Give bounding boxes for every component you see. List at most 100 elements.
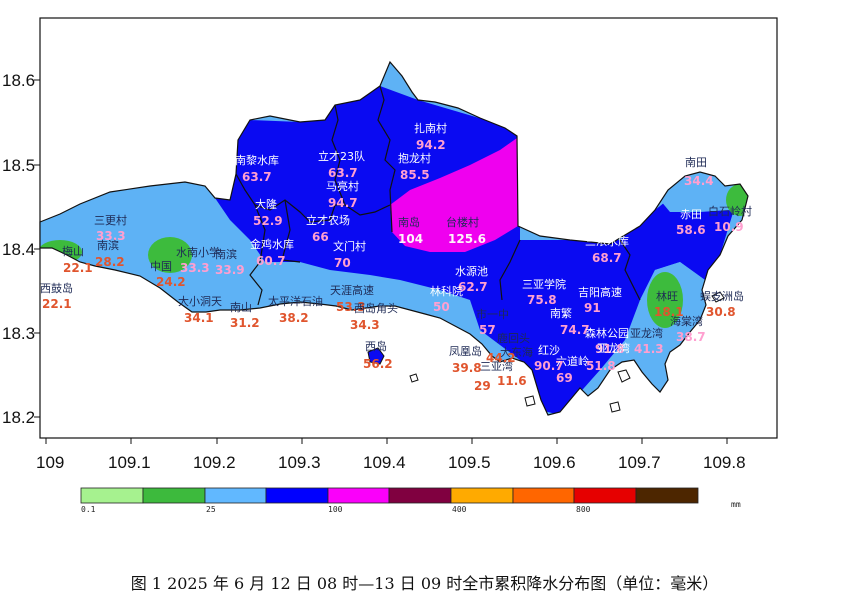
islet-3 (609, 401, 621, 413)
islet-4 (617, 369, 631, 383)
station-value: 85.5 (400, 168, 430, 182)
station-name: 西鼓岛 (40, 281, 73, 295)
station-name: 南滨 (215, 247, 237, 261)
station-name: 吉阳高速 (578, 285, 622, 299)
station-value: 38.7 (676, 330, 706, 344)
y-tick-label: 18.2 (2, 408, 35, 427)
station-value: 68.7 (592, 251, 622, 265)
station-name: 大小洞天 (178, 294, 222, 308)
colorbar-bin-2 (142, 487, 206, 504)
x-tick-label: 109.5 (448, 453, 491, 472)
station-name: 中国 (150, 260, 172, 273)
x-tick-label: 109 (36, 453, 64, 472)
station-name: 金鸡水库 (250, 237, 294, 251)
colorbar: 0.1 25 100 400 800 mm (80, 487, 741, 514)
station-value: 94.7 (328, 196, 358, 210)
station-value: 63.7 (328, 166, 358, 180)
station-name: 六道岭 (556, 354, 589, 368)
station-name: 西岛 (365, 339, 387, 353)
station-value: 51.8 (586, 359, 616, 373)
wuzhizhou-island (711, 291, 725, 303)
rainfall-map: 18.6 18.5 18.4 18.3 18.2 109 109.1 109.2… (2, 17, 778, 514)
station-name: 水源池 (455, 264, 488, 278)
station-name: 鹿回头 (497, 331, 530, 345)
islands (367, 291, 725, 413)
station-value: 44.2 (486, 351, 516, 365)
station-name: 南岛 (398, 215, 420, 229)
x-axis: 109 109.1 109.2 109.3 109.4 109.5 109.6 … (36, 438, 746, 472)
station-value: 39.8 (452, 361, 482, 375)
station-name: 文门村 (333, 239, 366, 253)
station-value: 18.1 (654, 305, 684, 319)
station-value: 63.7 (242, 170, 272, 184)
station-value: 53.3 (336, 300, 366, 314)
station-value: 30.8 (706, 305, 736, 319)
station-value: 28.2 (95, 255, 125, 269)
colorbar-bin-7 (450, 487, 514, 504)
x-tick-label: 109.7 (618, 453, 661, 472)
x-tick-label: 109.1 (108, 453, 151, 472)
station-name: 三亚湾 (480, 359, 513, 373)
station-name: 红沙 (538, 344, 560, 357)
station-value: 57 (479, 323, 496, 337)
station-name: 扎南村 (414, 121, 447, 135)
station-name: 台楼村 (446, 215, 479, 229)
y-tick-label: 18.4 (2, 240, 35, 259)
station-name: 蜈支洲岛 (700, 289, 744, 303)
x-tick-label: 109.8 (703, 453, 746, 472)
y-tick-label: 18.5 (2, 156, 35, 175)
station-value: 38.2 (279, 311, 309, 325)
station-name: 立才农场 (306, 213, 350, 227)
station-value: 52.9 (253, 214, 283, 228)
x-tick-label: 109.6 (533, 453, 576, 472)
station-name: 白石岭村 (708, 204, 752, 218)
station-name: 太平洋石油 (268, 294, 323, 308)
station-name: 梅山 (62, 244, 84, 258)
islet-2 (524, 395, 536, 407)
station-value: 75.8 (527, 293, 557, 307)
colorbar-bin-6 (388, 487, 452, 504)
colorbar-bin-1 (80, 487, 144, 504)
figure-caption: 图 1 2025 年 6 月 12 日 08 时—13 日 09 时全市累积降水… (130, 574, 719, 593)
station-name: 海棠湾 (670, 314, 703, 328)
station-name: 南山 (230, 301, 252, 314)
station-value: 104 (398, 232, 423, 246)
station-value: 34.3 (350, 318, 380, 332)
colorbar-label: 100 (328, 505, 343, 514)
xidao-island (367, 347, 385, 365)
station-value: 60.7 (256, 254, 286, 268)
station-value: 11.6 (497, 374, 527, 388)
station-value: 94.2 (416, 138, 446, 152)
station-name: 三亚学院 (522, 277, 566, 291)
station-name: 南田 (685, 156, 707, 169)
station-name: 抱龙村 (398, 151, 431, 165)
colorbar-bin-3 (204, 487, 267, 504)
station-value: 50 (433, 300, 450, 314)
station-value: 91 (584, 301, 601, 315)
station-name: 南滨 (97, 238, 119, 252)
colorbar-unit: mm (731, 500, 741, 509)
station-value: 24.2 (156, 275, 186, 289)
station-name: 亚龙湾 (597, 341, 630, 355)
station-value: 31.2 (230, 316, 260, 330)
station-name: 天涯高速 (330, 283, 374, 297)
station-name: 亚龙湾 (630, 326, 663, 340)
station-value: 29 (474, 379, 491, 393)
station-value: 34.4 (684, 174, 714, 188)
station-name: 赤田 (680, 208, 702, 221)
station-name: 西岛角头 (354, 301, 398, 315)
station-name: 市一中 (476, 307, 509, 321)
station-value: 91.8 (595, 342, 625, 356)
station-name: 林旺 (656, 289, 678, 303)
station-value: 70 (334, 256, 351, 270)
x-tick-label: 109.2 (193, 453, 236, 472)
station-value: 58.6 (676, 223, 706, 237)
y-axis: 18.6 18.5 18.4 18.3 18.2 (2, 71, 40, 427)
colorbar-bin-10 (635, 487, 699, 504)
station-value: 34.1 (184, 311, 214, 325)
colorbar-bin-5 (327, 487, 390, 504)
station-name: 马亮村 (326, 179, 359, 193)
station-value: 74.7 (560, 323, 590, 337)
station-value: 10.9 (714, 220, 744, 234)
colorbar-label: 25 (206, 505, 216, 514)
